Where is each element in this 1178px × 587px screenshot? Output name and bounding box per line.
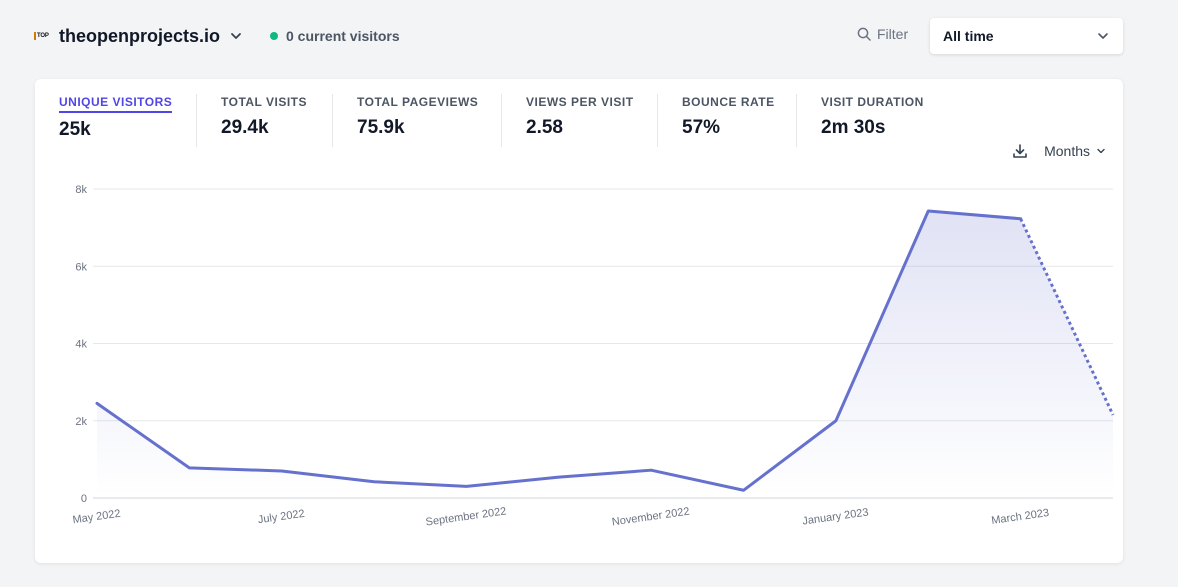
current-visitors-link[interactable]: 0 current visitors xyxy=(270,28,400,44)
site-favicon-icon: TOP xyxy=(34,31,52,41)
stat-divider xyxy=(501,94,502,147)
site-name: theopenprojects.io xyxy=(59,25,221,46)
stat-value: 29.4k xyxy=(221,117,269,138)
stat-bounce-rate[interactable]: BOUNCE RATE 57% xyxy=(682,93,775,147)
stat-total-pageviews[interactable]: TOTAL PAGEVIEWS 75.9k xyxy=(357,93,478,147)
visitors-line-chart: 0 2k 4k 6k 8k May 2022 July 2022 September 2022… xyxy=(72,184,1115,529)
stat-value: 2.58 xyxy=(526,117,563,138)
x-tick-label: January 2023 xyxy=(802,506,870,527)
stat-label: TOTAL VISITS xyxy=(221,95,308,109)
x-tick-label: September 2022 xyxy=(425,505,507,528)
x-tick-label: November 2022 xyxy=(611,506,690,529)
online-status-dot xyxy=(270,32,278,40)
data-point xyxy=(1111,413,1115,417)
site-switcher[interactable]: TOP theopenprojects.io xyxy=(34,22,242,50)
download-icon xyxy=(1013,144,1027,158)
chevron-down-icon xyxy=(231,33,241,39)
x-tick-label: May 2022 xyxy=(72,508,122,527)
period-select[interactable]: All time xyxy=(930,18,1123,54)
data-point xyxy=(280,469,284,473)
stat-visit-duration[interactable]: VISIT DURATION 2m 30s xyxy=(821,93,924,147)
stat-divider xyxy=(657,94,658,147)
stat-divider xyxy=(796,94,797,147)
stat-divider xyxy=(332,94,333,147)
y-tick-label: 8k xyxy=(75,184,87,196)
data-point xyxy=(1019,217,1023,221)
stat-total-visits[interactable]: TOTAL VISITS 29.4k xyxy=(221,93,307,147)
data-point xyxy=(95,401,99,405)
current-visitors-text: 0 current visitors xyxy=(286,28,400,44)
data-point xyxy=(464,484,468,488)
stat-label: VISIT DURATION xyxy=(821,95,924,109)
chart-area-fill xyxy=(97,211,1113,499)
stat-unique-visitors[interactable]: UNIQUE VISITORS 25k xyxy=(59,93,173,147)
y-tick-label: 6k xyxy=(75,261,87,273)
stat-views-per-visit[interactable]: VIEWS PER VISIT 2.58 xyxy=(526,93,634,147)
download-button[interactable] xyxy=(1012,143,1028,159)
data-point xyxy=(187,466,191,470)
search-icon xyxy=(857,27,871,41)
y-tick-label: 2k xyxy=(75,416,87,428)
data-point xyxy=(834,419,838,423)
interval-picker[interactable]: Months xyxy=(1044,143,1106,159)
data-point xyxy=(926,209,930,213)
filter-button[interactable]: Filter xyxy=(857,26,908,42)
data-point xyxy=(649,468,653,472)
stat-label: VIEWS PER VISIT xyxy=(526,95,634,109)
interval-label: Months xyxy=(1044,143,1090,159)
y-tick-label: 4k xyxy=(75,339,87,351)
data-point xyxy=(372,480,376,484)
data-point xyxy=(557,475,561,479)
stat-label: TOTAL PAGEVIEWS xyxy=(357,95,479,109)
stat-value: 25k xyxy=(59,119,91,140)
y-tick-label: 0 xyxy=(81,493,87,505)
chevron-down-icon xyxy=(1097,148,1105,154)
stat-divider xyxy=(196,94,197,147)
filter-label: Filter xyxy=(877,26,909,42)
chevron-down-icon xyxy=(1098,33,1108,39)
stat-value: 57% xyxy=(682,117,721,138)
series-line-incomplete xyxy=(1019,218,1115,416)
stat-value: 75.9k xyxy=(357,117,405,138)
stat-label: UNIQUE VISITORS xyxy=(59,95,173,113)
main-graph-card: UNIQUE VISITORS 25k TOTAL VISITS 29.4k T… xyxy=(35,79,1123,563)
stat-value: 2m 30s xyxy=(821,117,886,138)
data-point xyxy=(742,488,746,492)
series-line xyxy=(95,209,1023,492)
x-tick-label: March 2023 xyxy=(991,507,1050,527)
period-label: All time xyxy=(943,28,994,44)
x-tick-label: July 2022 xyxy=(257,508,305,526)
graph-toolbar: Months xyxy=(1012,143,1106,159)
top-bar: TOP theopenprojects.io 0 current visitor… xyxy=(0,0,1178,72)
stat-label: BOUNCE RATE xyxy=(682,95,775,109)
